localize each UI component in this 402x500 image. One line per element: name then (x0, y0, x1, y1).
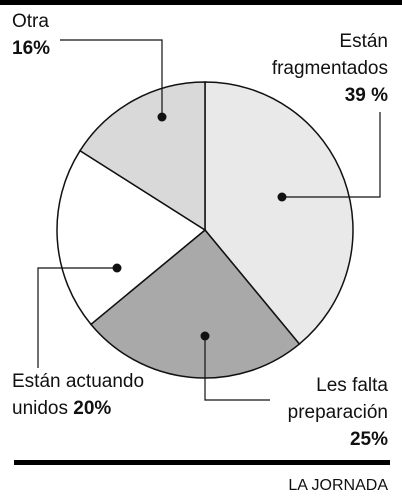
slice-name: Les falta preparación (287, 375, 388, 423)
label-3: Otra 16% (12, 8, 132, 62)
leader-line (204, 336, 270, 401)
leader-dot (157, 112, 167, 122)
label-1: Les falta preparación 25% (228, 372, 388, 453)
slice-value: 20% (73, 398, 112, 419)
pie-slice (79, 81, 206, 232)
pie-slice (56, 149, 207, 326)
pie-slice (89, 228, 301, 379)
slice-value: 39 % (344, 85, 388, 106)
slice-name: Otra (12, 11, 49, 32)
bottom-rule (14, 460, 390, 465)
leader-dot (200, 331, 210, 341)
slice-value: 16% (12, 38, 51, 59)
label-0: Están fragmentados 39 % (228, 28, 388, 109)
source: LA JORNADA (288, 477, 388, 494)
slice-name: Están actuando unidos (12, 371, 145, 419)
leader-line (282, 112, 381, 198)
pie-slice (204, 81, 354, 346)
leader-dot (112, 263, 122, 273)
slice-name: Están fragmentados (271, 31, 388, 79)
leader-line (60, 39, 163, 117)
leader-line (37, 267, 117, 368)
top-rule (0, 0, 402, 5)
leader-dot (277, 192, 287, 202)
label-2: Están actuando unidos 20% (12, 368, 177, 422)
slice-value: 25% (349, 429, 388, 450)
